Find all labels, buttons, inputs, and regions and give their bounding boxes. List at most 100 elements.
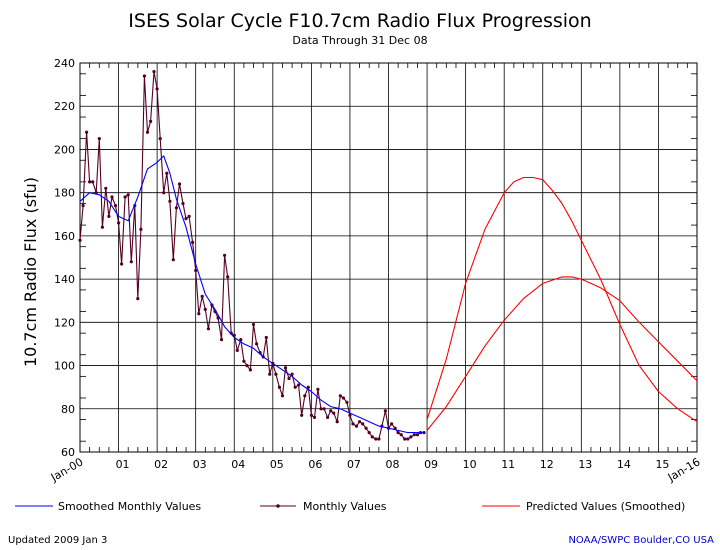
x-tick-label: 09: [424, 458, 438, 471]
y-tick-label: 200: [54, 143, 75, 156]
monthly-value-point: [255, 342, 259, 346]
monthly-value-point: [361, 422, 365, 426]
monthly-value-point: [403, 437, 407, 441]
monthly-value-point: [142, 74, 146, 78]
predicted-values-smoothed-lower-line: [426, 276, 698, 431]
credit-text: NOAA/SWPC Boulder,CO USA: [568, 535, 714, 546]
monthly-value-point: [181, 201, 185, 206]
monthly-value-point: [374, 437, 378, 441]
legend-label-smoothed: Smoothed Monthly Values: [58, 500, 201, 513]
monthly-value-point: [326, 415, 330, 419]
y-axis-ticks: 60 80 100 120 140 160 180 200 220 240: [54, 57, 697, 459]
monthly-value-point: [85, 130, 89, 134]
monthly-value-point: [200, 294, 204, 298]
monthly-value-point: [290, 372, 294, 376]
y-tick-label: 60: [61, 446, 75, 459]
monthly-value-point: [126, 193, 130, 197]
x-tick-label: Jan-00: [48, 455, 86, 484]
monthly-value-point: [104, 186, 108, 190]
monthly-value-point: [174, 206, 178, 210]
monthly-value-point: [390, 422, 394, 426]
monthly-value-point: [312, 415, 317, 419]
monthly-value-point: [184, 217, 188, 221]
data-series: [78, 70, 698, 441]
monthly-value-point: [322, 407, 326, 411]
monthly-value-point: [399, 433, 403, 437]
monthly-value-point: [235, 348, 239, 352]
monthly-value-point: [158, 137, 162, 141]
legend-marker-monthly: [276, 504, 280, 508]
monthly-values-line: [79, 71, 424, 440]
y-tick-label: 140: [54, 273, 75, 286]
y-tick-label: 180: [54, 187, 75, 200]
monthly-value-point: [396, 431, 400, 435]
x-tick-label: 01: [116, 458, 130, 471]
monthly-value-point: [287, 376, 291, 381]
monthly-value-point: [316, 387, 320, 391]
monthly-value-point: [187, 214, 191, 218]
monthly-value-point: [78, 238, 82, 242]
monthly-value-point: [329, 409, 333, 413]
monthly-value-point: [136, 297, 140, 301]
monthly-value-point: [145, 130, 150, 134]
monthly-value-point: [197, 312, 201, 316]
x-tick-label: 10: [463, 458, 477, 471]
monthly-value-point: [123, 195, 127, 199]
monthly-value-point: [223, 253, 227, 257]
x-tick-label: 05: [270, 458, 284, 471]
monthly-value-point: [297, 383, 301, 387]
monthly-value-point: [351, 422, 355, 426]
monthly-value-point: [332, 411, 336, 415]
monthly-value-point: [139, 227, 143, 231]
monthly-value-point: [129, 260, 133, 264]
monthly-value-point: [367, 431, 371, 435]
monthly-value-point: [348, 413, 352, 417]
x-tick-label: 08: [386, 458, 400, 471]
monthly-value-point: [206, 327, 210, 331]
monthly-value-point: [335, 420, 339, 424]
monthly-value-point: [97, 137, 101, 141]
monthly-value-point: [415, 433, 419, 437]
monthly-value-point: [168, 199, 172, 203]
monthly-value-point: [383, 409, 387, 413]
monthly-value-point: [412, 433, 416, 437]
monthly-value-point: [338, 394, 342, 398]
legend-label-monthly: Monthly Values: [303, 500, 387, 513]
x-tick-label: 07: [347, 458, 361, 471]
monthly-value-point: [219, 338, 224, 342]
x-tick-label: 04: [231, 458, 245, 471]
x-tick-label: 14: [617, 458, 631, 471]
monthly-value-point: [171, 258, 175, 262]
monthly-value-point: [149, 119, 153, 123]
monthly-value-point: [345, 400, 349, 404]
x-tick-label: 12: [540, 458, 554, 471]
x-tick-label: 02: [154, 458, 168, 471]
monthly-value-point: [91, 180, 95, 184]
monthly-value-point: [293, 385, 297, 389]
monthly-value-point: [165, 171, 169, 175]
monthly-value-point: [319, 407, 323, 411]
monthly-value-point: [162, 191, 166, 195]
monthly-value-point: [155, 87, 159, 91]
monthly-value-point: [191, 240, 195, 244]
chart-subtitle: Data Through 31 Dec 08: [292, 34, 427, 47]
y-tick-label: 220: [54, 100, 75, 113]
monthly-value-point: [277, 385, 281, 389]
x-tick-label: 11: [501, 458, 515, 471]
monthly-value-point: [377, 437, 381, 441]
monthly-value-point: [88, 180, 92, 184]
x-tick-label: 13: [578, 458, 592, 471]
y-tick-label: 240: [54, 57, 75, 70]
monthly-value-point: [245, 364, 249, 368]
y-tick-label: 80: [61, 403, 75, 416]
plot-frame: [79, 62, 698, 453]
x-tick-label: Jan-16: [665, 455, 703, 484]
x-tick-label: 06: [308, 458, 322, 471]
monthly-value-point: [409, 435, 413, 439]
monthly-value-point: [406, 437, 410, 441]
monthly-value-point: [226, 275, 230, 279]
monthly-value-point: [306, 385, 310, 389]
monthly-value-point: [354, 424, 359, 428]
monthly-value-point: [309, 413, 313, 417]
